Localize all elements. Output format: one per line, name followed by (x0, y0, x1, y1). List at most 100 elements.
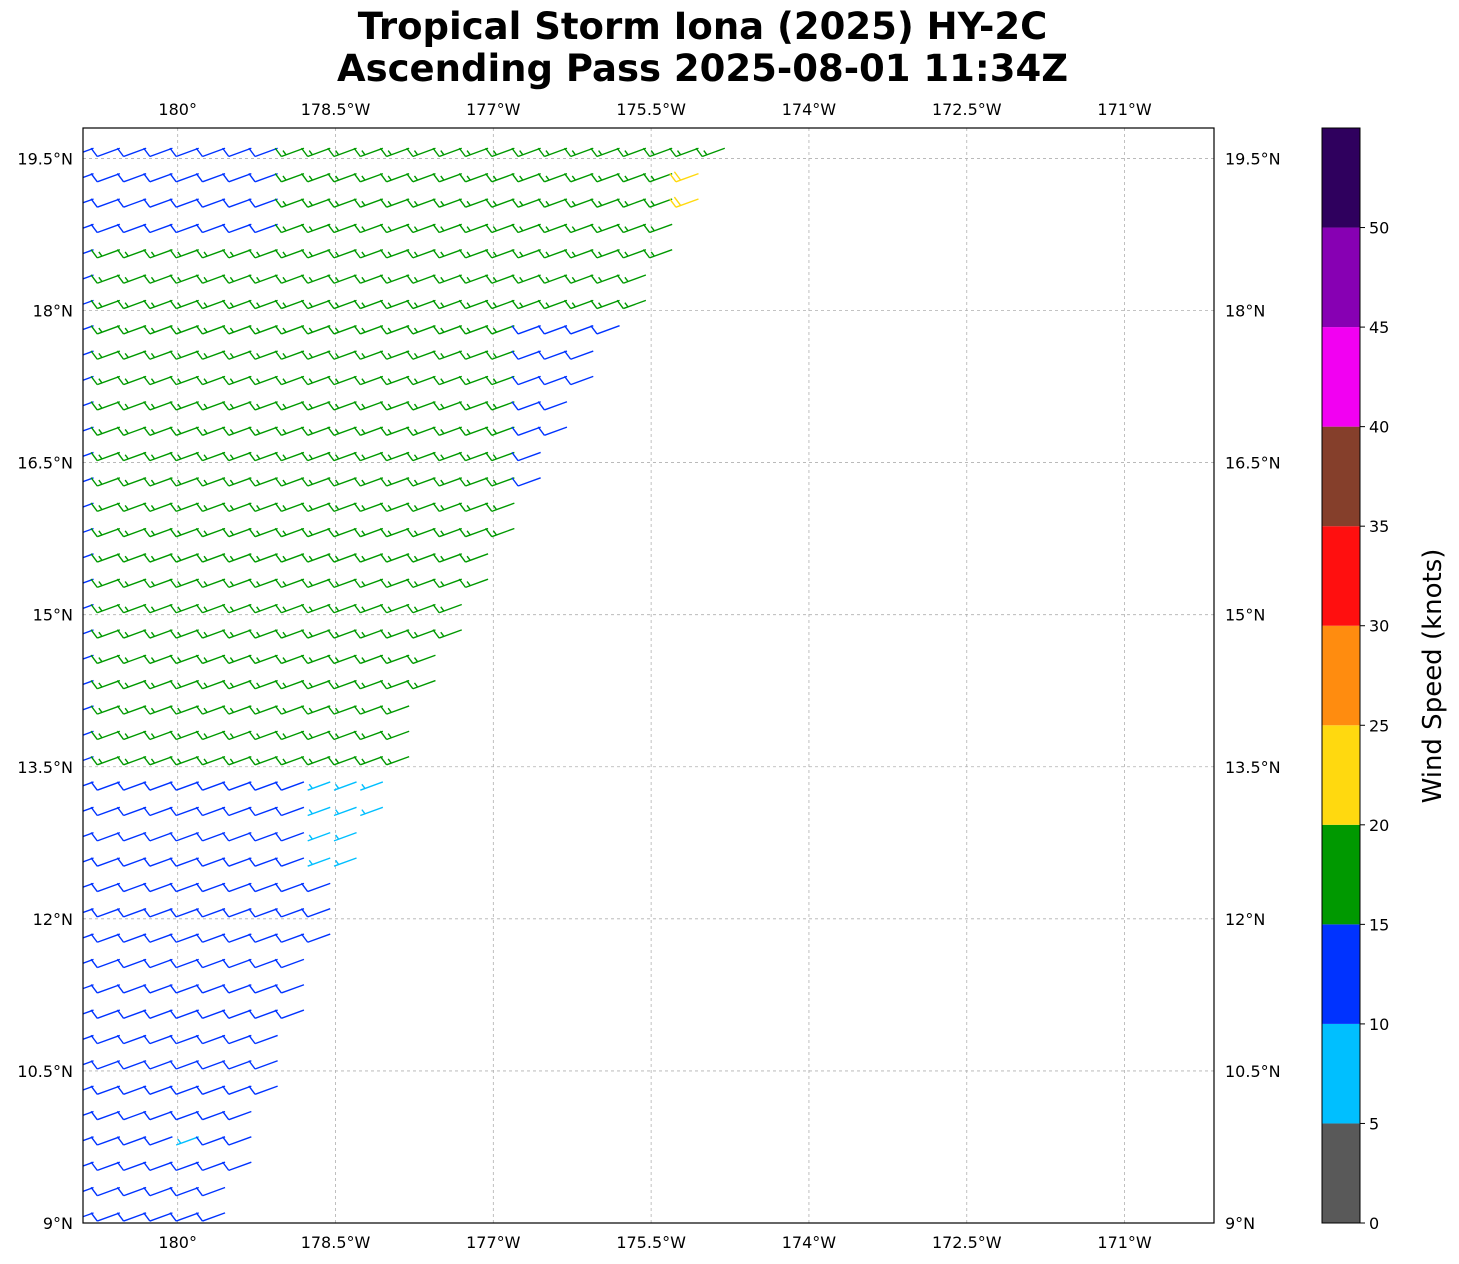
wind-barb (248, 578, 278, 589)
colorbar-bin (1322, 1123, 1360, 1223)
wind-barb (327, 603, 357, 614)
wind-barb (83, 730, 94, 736)
wind-barb (563, 223, 594, 234)
wind-barb (274, 857, 305, 867)
wind-barb (143, 755, 173, 766)
wind-barb (353, 603, 384, 614)
wind-barb (90, 958, 121, 969)
wind-barb (90, 1212, 121, 1222)
wind-barb (300, 730, 331, 741)
wind-barb (83, 857, 94, 863)
wind-barb (248, 629, 278, 639)
wind-barb (169, 502, 199, 513)
wind-barb (116, 426, 147, 436)
x-tick-label-top: 175.5°W (616, 100, 686, 119)
wind-barb (327, 172, 357, 183)
wind-barb (221, 730, 252, 741)
wind-barb (406, 603, 436, 614)
wind-barb (353, 249, 384, 259)
wind-barb (274, 958, 305, 969)
wind-barb (143, 350, 173, 360)
wind-barb (537, 223, 568, 234)
wind-barb (563, 274, 594, 284)
wind-barb (406, 451, 436, 462)
wind-barb (195, 806, 226, 817)
wind-barb (83, 401, 94, 407)
y-tick-label-left: 18°N (33, 302, 73, 321)
wind-barb (221, 1161, 252, 1172)
wind-barb (195, 578, 226, 589)
wind-barb (274, 806, 305, 817)
x-tick-label-bottom: 178.5°W (301, 1233, 371, 1252)
wind-barb (379, 629, 410, 639)
wind-barb (221, 781, 252, 791)
wind-barb (379, 274, 410, 284)
wind-barb (248, 1060, 278, 1070)
wind-barb (169, 1034, 199, 1045)
wind-barb (616, 172, 647, 183)
wind-barb (406, 198, 436, 208)
wind-barb (90, 299, 121, 310)
wind-barb (83, 1110, 94, 1117)
wind-barb (458, 502, 489, 513)
wind-barb (485, 147, 515, 158)
wind-barb (458, 325, 489, 335)
wind-barb (83, 1161, 94, 1167)
wind-barb (143, 553, 173, 563)
wind-barb (274, 350, 305, 360)
wind-barb (221, 172, 252, 183)
wind-barb (169, 477, 199, 487)
wind-barb (83, 527, 94, 534)
wind-barb (669, 196, 699, 208)
wind-barb (353, 172, 384, 183)
wind-barb (83, 831, 94, 838)
wind-barb (83, 350, 94, 356)
wind-barb (669, 171, 699, 183)
wind-barb (458, 198, 489, 208)
wind-barb (300, 629, 331, 639)
y-tick-label-right: 12°N (1225, 910, 1265, 929)
wind-barb (143, 806, 173, 817)
wind-barb (169, 350, 199, 360)
wind-barb (563, 249, 594, 259)
wind-barb (353, 401, 384, 411)
wind-barb (116, 654, 147, 665)
wind-barb (485, 223, 515, 234)
wind-barb (248, 1009, 278, 1019)
wind-barb (169, 527, 199, 538)
wind-barb (195, 527, 226, 538)
wind-barb (307, 781, 331, 791)
wind-barb (353, 527, 384, 538)
wind-barb (300, 679, 331, 690)
wind-barb (248, 274, 278, 284)
gridlines (83, 128, 1214, 1224)
wind-barb (221, 401, 252, 411)
wind-barb (406, 654, 436, 665)
wind-barb (353, 730, 384, 741)
wind-barb (169, 401, 199, 411)
wind-barb (406, 375, 436, 386)
wind-barb (432, 223, 462, 234)
wind-barb (83, 755, 94, 762)
wind-barb (379, 755, 410, 766)
wind-barb (83, 147, 94, 153)
wind-barb (642, 223, 673, 234)
wind-barb (511, 299, 541, 310)
wind-barb (169, 274, 199, 284)
wind-barb (90, 502, 121, 513)
wind-barb (116, 375, 147, 386)
wind-barb (248, 730, 278, 741)
wind-barb (353, 755, 384, 766)
wind-barb (379, 401, 410, 411)
wind-barb (537, 249, 568, 259)
wind-barb (169, 1186, 199, 1197)
wind-barb (590, 147, 620, 158)
wind-barb (195, 908, 226, 918)
wind-barb (300, 527, 331, 538)
wind-barb (248, 1034, 278, 1045)
wind-barb (274, 629, 305, 639)
x-tick-label-top: 172.5°W (932, 100, 1002, 119)
wind-barb (432, 451, 462, 462)
wind-barb (83, 933, 94, 939)
colorbar: 0 5 10 15 20 25 30 35 40 45 50 Wind Speed (knots) (1321, 127, 1448, 1233)
